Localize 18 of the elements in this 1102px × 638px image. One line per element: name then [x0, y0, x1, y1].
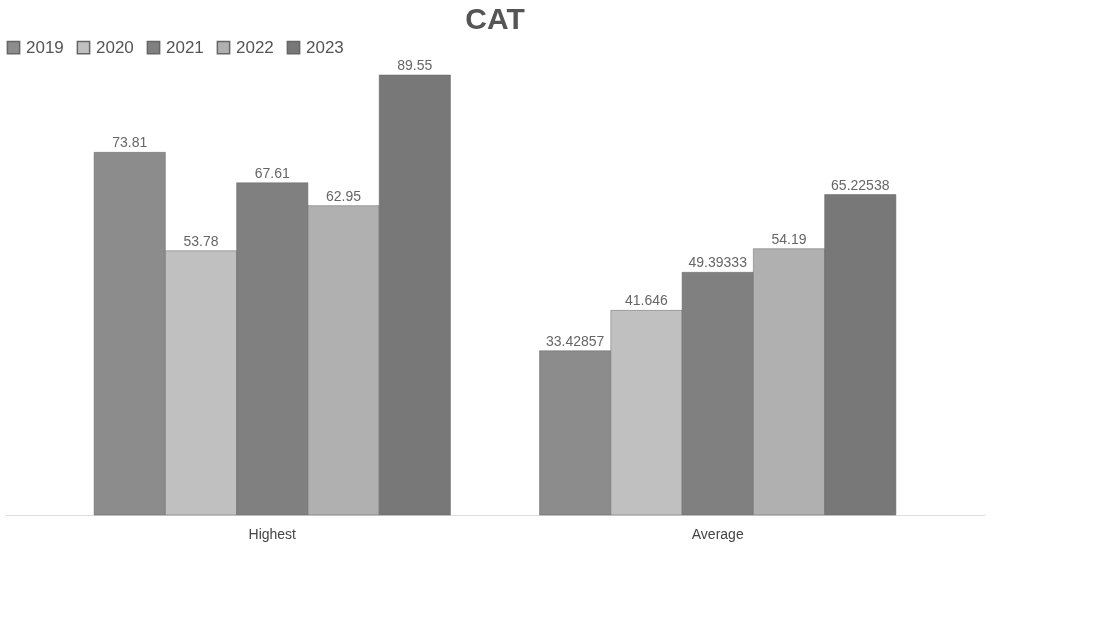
data-label: 49.39333: [688, 254, 748, 271]
data-label: 41.646: [625, 292, 669, 309]
data-label: 33.42857: [545, 332, 605, 349]
legend-label: 2019: [26, 37, 64, 57]
x-tick-label: Highest: [248, 525, 297, 542]
data-label: 73.81: [112, 134, 148, 151]
legend-label: 2021: [166, 37, 204, 57]
legend-label: 2023: [306, 37, 344, 57]
data-label: 62.95: [326, 187, 362, 204]
data-label: 65.22538: [831, 176, 890, 193]
legend-label: 2020: [96, 37, 134, 57]
data-label: 67.61: [254, 164, 290, 181]
x-tick-label: Average: [691, 525, 744, 542]
legend-label: 2022: [236, 37, 274, 57]
data-label: 54.19: [771, 230, 807, 247]
chart-title: CAT: [465, 2, 525, 35]
data-label: 89.55: [397, 57, 433, 73]
data-label: 53.78: [183, 232, 219, 249]
